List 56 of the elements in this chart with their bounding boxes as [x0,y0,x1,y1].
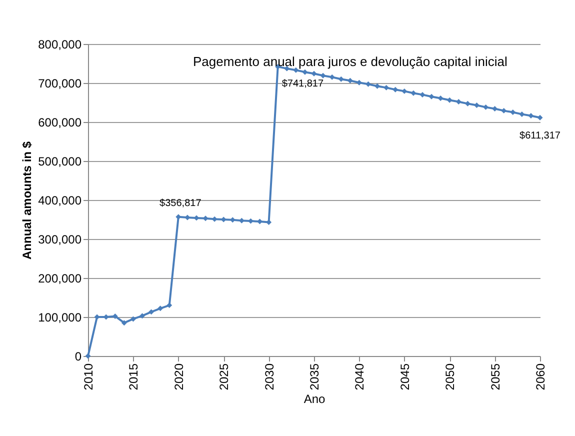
point [158,306,164,312]
point [293,67,299,73]
point [347,78,353,84]
point [464,100,470,106]
y-tick-label: 100,000 [38,310,82,324]
point [537,114,543,120]
y-tick-label: 500,000 [38,154,82,168]
point [148,309,154,315]
x-tick-label: 2045 [398,363,412,390]
x-tick-label: 2060 [534,363,548,390]
x-tick-label: 2020 [172,363,186,390]
annotation: $741,817 [282,78,324,90]
point [501,108,507,114]
point [446,97,452,103]
point [438,95,444,101]
x-tick-label: 2040 [352,363,367,390]
x-tick-label: 2030 [262,363,276,390]
point [166,302,172,308]
annotation: $611,317 [520,130,561,142]
point [257,218,262,224]
point [519,111,525,117]
x-tick-label: 2055 [488,363,502,390]
x-tick-label: 2010 [82,363,96,390]
point [456,98,462,104]
y-tick-label: 400,000 [38,194,82,208]
text: Pagemento anual para juros e devolução capital inicial [193,54,508,69]
point [320,72,326,78]
y-tick-label: 200,000 [38,272,82,286]
point [510,110,516,115]
point [528,113,534,118]
annotation: $356,817 [160,198,202,209]
x-tick-label: 2025 [217,363,232,390]
point [140,313,145,319]
point [121,320,127,326]
x-tick-label: 2035 [308,363,322,390]
point [402,88,408,94]
point [130,316,136,322]
x-tick-label: 2015 [126,363,141,390]
x-tick-label: 2050 [443,363,458,390]
point [474,102,480,108]
point [428,94,434,100]
point [483,104,488,110]
point [329,74,335,80]
point [366,81,371,87]
y-tick-label: 700,000 [38,76,82,90]
point [338,76,344,82]
point [492,106,498,112]
y-tick-label: 0 [74,350,82,364]
point [420,92,426,98]
point [311,70,317,76]
y-tick-label: 600,000 [38,116,82,130]
y-axis-title: Annual amounts in $ [20,141,34,260]
y-tick-label: 800,000 [38,38,82,52]
y-tick-label: 300,000 [38,232,82,246]
point [384,84,390,90]
x-axis-title: Ano [304,392,326,406]
